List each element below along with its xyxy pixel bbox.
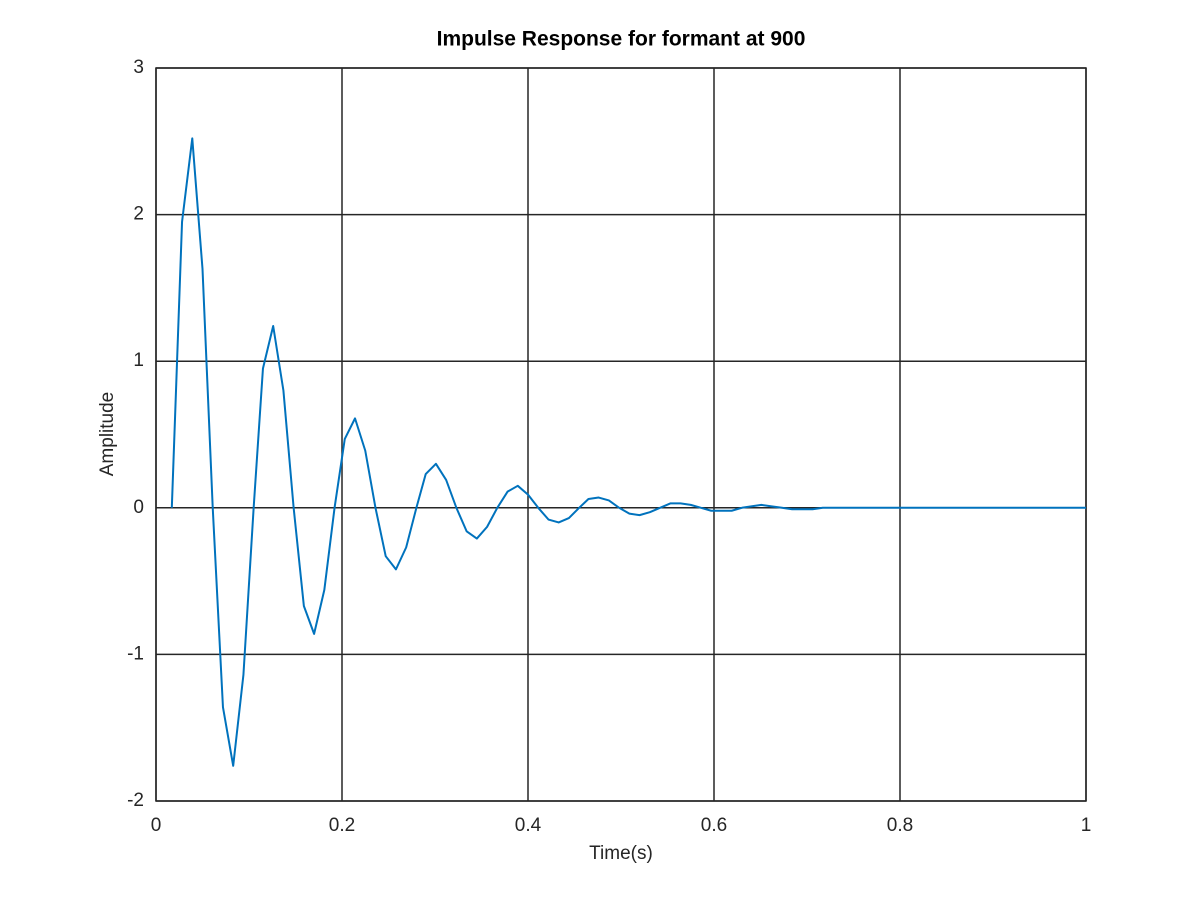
y-tick-label: 3 bbox=[133, 57, 144, 78]
x-tick-label: 0.4 bbox=[515, 815, 542, 836]
y-axis-label: Amplitude bbox=[97, 392, 118, 477]
chart-title: Impulse Response for formant at 900 bbox=[437, 28, 806, 51]
y-tick-label: -1 bbox=[127, 643, 144, 664]
y-tick-label: 2 bbox=[133, 204, 144, 225]
x-tick-label: 1 bbox=[1081, 815, 1092, 836]
x-tick-label: 0 bbox=[151, 815, 162, 836]
x-tick-label: 0.2 bbox=[329, 815, 355, 836]
y-tick-label: -2 bbox=[127, 790, 144, 811]
x-tick-label: 0.8 bbox=[887, 815, 913, 836]
y-tick-label: 1 bbox=[133, 350, 144, 371]
x-tick-label: 0.6 bbox=[701, 815, 727, 836]
y-tick-label: 0 bbox=[133, 497, 144, 518]
x-axis-label: Time(s) bbox=[589, 843, 653, 864]
plot-frame bbox=[155, 67, 1087, 802]
data-line bbox=[170, 137, 1086, 767]
